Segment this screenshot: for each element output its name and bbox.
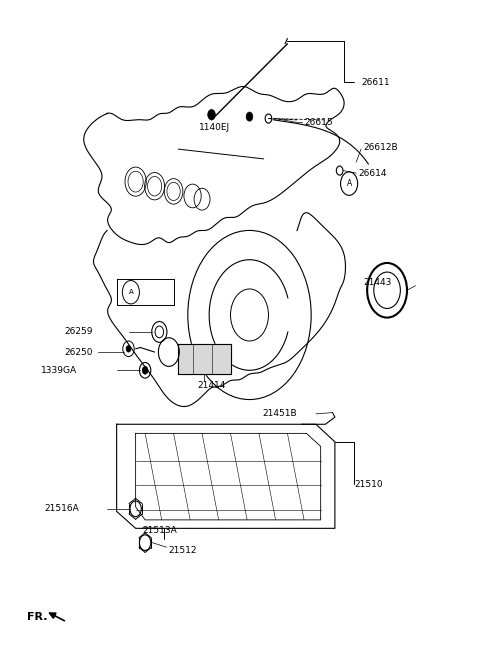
Text: 26250: 26250	[64, 348, 93, 357]
Text: 21414: 21414	[197, 380, 226, 390]
Text: 21513A: 21513A	[143, 526, 178, 535]
Circle shape	[142, 367, 148, 374]
Text: 21443: 21443	[363, 278, 392, 287]
Text: 1140EJ: 1140EJ	[199, 123, 230, 132]
Circle shape	[126, 346, 131, 352]
Text: 21451B: 21451B	[263, 409, 298, 419]
Text: 21510: 21510	[355, 480, 384, 489]
Text: 26614: 26614	[359, 169, 387, 178]
Text: 26611: 26611	[361, 77, 390, 87]
Text: 21512: 21512	[168, 546, 196, 555]
Text: 26259: 26259	[64, 327, 93, 337]
Text: 1339GA: 1339GA	[41, 366, 77, 375]
Text: 26612B: 26612B	[363, 142, 398, 152]
Text: A: A	[347, 179, 352, 188]
Text: A: A	[129, 289, 133, 295]
Text: FR.: FR.	[26, 613, 47, 623]
Circle shape	[246, 112, 253, 121]
Circle shape	[208, 110, 216, 120]
Text: 26615: 26615	[304, 118, 333, 127]
Text: 21516A: 21516A	[45, 504, 79, 514]
Polygon shape	[179, 344, 230, 373]
